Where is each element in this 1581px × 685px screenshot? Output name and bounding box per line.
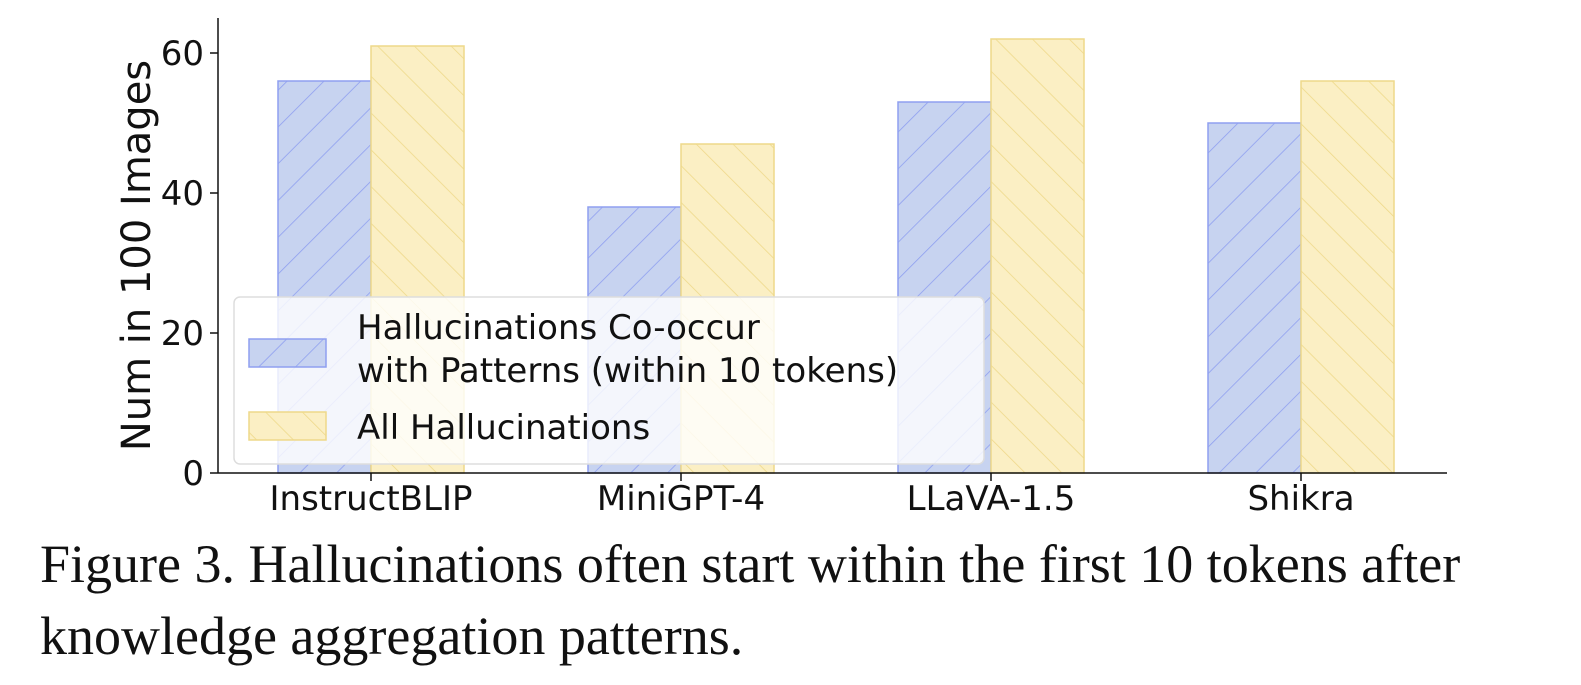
x-tick-label: LLaVA-1.5 xyxy=(907,479,1076,519)
bar-llava-1-5-series-2 xyxy=(990,38,1085,474)
x-tick-label: InstructBLIP xyxy=(270,479,473,519)
legend-label: All Hallucinations xyxy=(357,408,650,448)
x-tick-label: MiniGPT-4 xyxy=(597,479,765,519)
y-tick-label: 0 xyxy=(182,454,204,494)
legend-label: with Patterns (within 10 tokens) xyxy=(357,351,898,391)
figure-caption: Figure 3. Hallucinations often start wit… xyxy=(40,534,1461,666)
legend-entry-2: All Hallucinations xyxy=(248,408,650,448)
bar-shikra-series-2 xyxy=(1300,80,1395,474)
y-tick-label: 60 xyxy=(161,34,204,74)
y-tick-label: 20 xyxy=(161,314,204,354)
legend-frame xyxy=(233,296,985,465)
legend-label: Hallucinations Co-occur xyxy=(357,308,760,348)
x-tick-label: Shikra xyxy=(1247,479,1354,519)
axes-group: 0 20 40 60 InstructBLIP MiniGPT-4 LLaVA-1.5 Shi… xyxy=(161,18,1447,519)
bar-chart: 0 20 40 60 InstructBLIP MiniGPT-4 LLaVA-1.5 Shi… xyxy=(114,18,1447,519)
y-axis-label: Num in 100 Images xyxy=(114,60,160,451)
bar-shikra-series-1 xyxy=(1207,122,1302,474)
y-tick-label: 40 xyxy=(161,174,204,214)
